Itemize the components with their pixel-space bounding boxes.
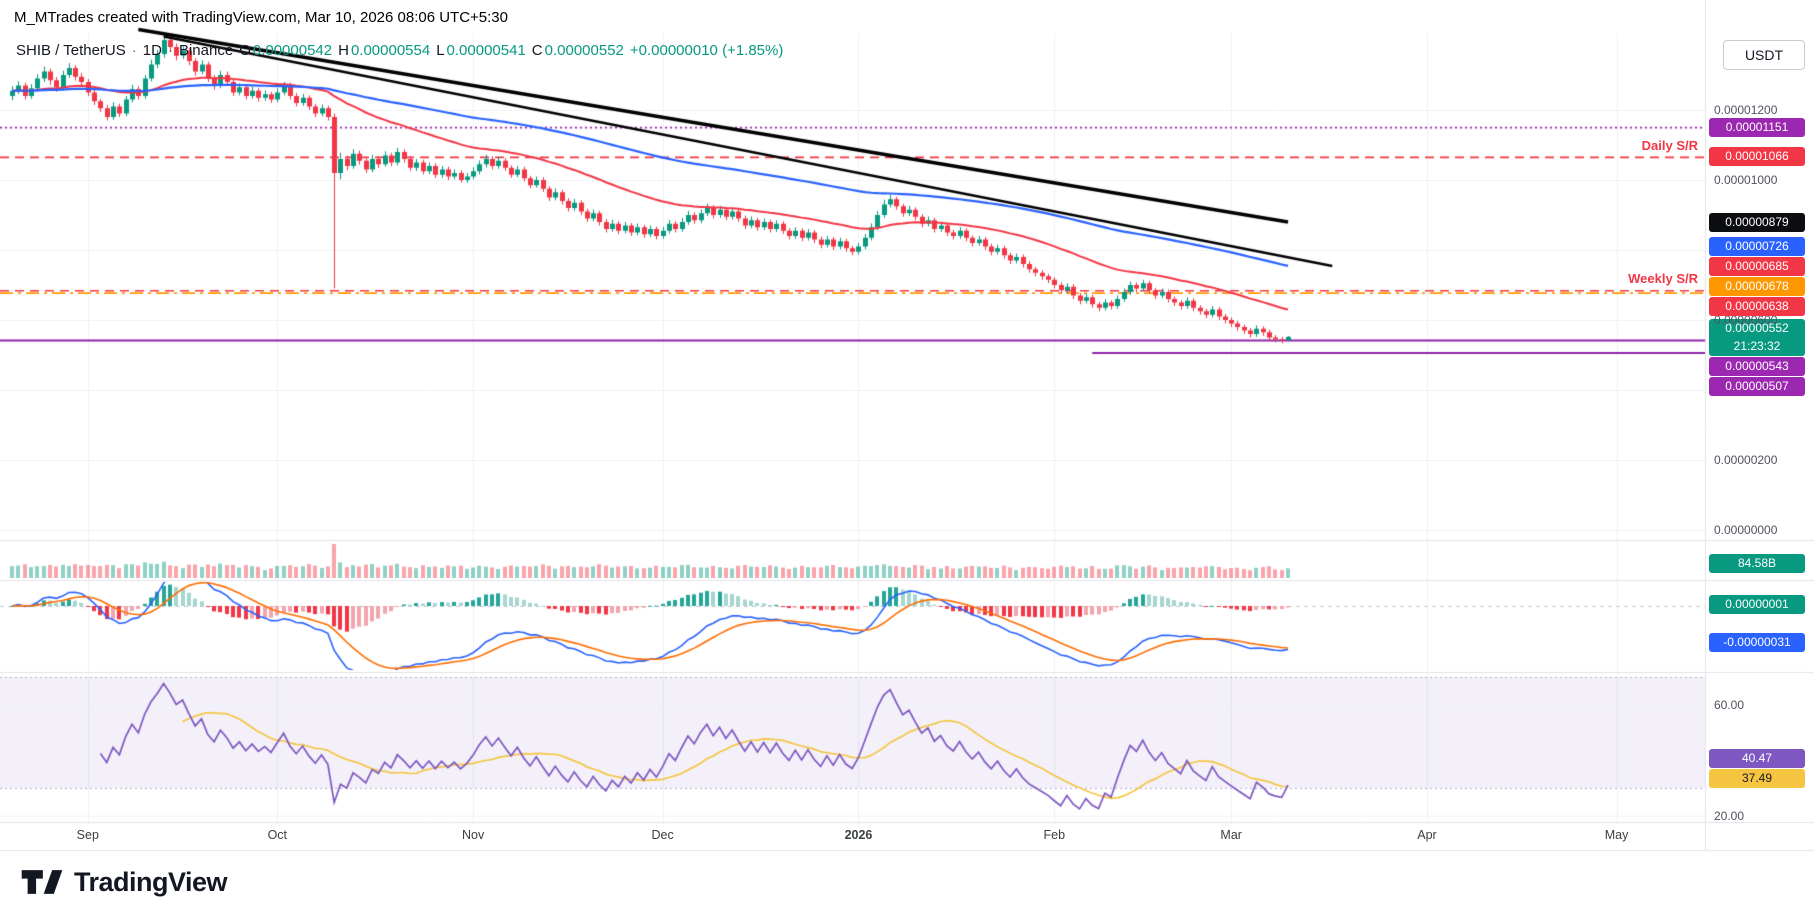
interval-label[interactable]: 1D xyxy=(142,42,162,59)
time-axis-label-2026: 2026 xyxy=(844,828,873,842)
tradingview-wordmark: TradingView xyxy=(74,866,228,897)
rsi-badge: 37.49 xyxy=(1709,769,1805,789)
tradingview-footer[interactable]: TradingView xyxy=(20,866,228,898)
ohlc-low: L 0.00000541 xyxy=(436,42,526,59)
weekly-sr-label: Weekly S/R xyxy=(1628,271,1698,287)
exchange-label: Binance xyxy=(178,42,234,59)
price-level-badge: 0.00001066 xyxy=(1709,147,1805,167)
close-label: C xyxy=(531,42,543,59)
price-level-badge: 0.00000638 xyxy=(1709,297,1805,317)
legend-separator: · xyxy=(131,42,137,59)
rsi-axis-label: 60.00 xyxy=(1714,697,1745,712)
ohlc-close: C 0.00000552 xyxy=(532,42,624,59)
time-axis-label-nov: Nov xyxy=(462,828,485,842)
time-axis-label-apr: Apr xyxy=(1417,828,1437,842)
open-label: O xyxy=(239,42,251,59)
price-level-badge: 0.00001151 xyxy=(1709,117,1805,137)
macd-badge: 0.00000001 xyxy=(1709,595,1805,615)
rsi-axis-label: 20.00 xyxy=(1714,808,1745,823)
symbol-title[interactable]: SHIB / TetherUS xyxy=(16,42,126,59)
volume-badge: 84.58B xyxy=(1709,554,1805,573)
chart-canvas[interactable] xyxy=(0,0,1814,860)
price-level-badge: 0.00000507 xyxy=(1709,377,1805,397)
price-level-badge: 0.00000726 xyxy=(1709,237,1805,257)
time-axis-label-dec: Dec xyxy=(651,828,674,842)
price-axis-label: 0.00000600 xyxy=(1714,313,1778,327)
high-value: 0.00000554 xyxy=(350,42,431,59)
current-price-badge: 0.00000552 21:23:32 xyxy=(1709,318,1805,356)
price-level-badge: 0.00000685 xyxy=(1709,257,1805,277)
time-axis-label-sep: Sep xyxy=(76,828,99,842)
ohlc-high: H 0.00000554 xyxy=(338,42,430,59)
price-axis-label: 0.00000200 xyxy=(1714,453,1778,467)
rsi-badge: 40.47 xyxy=(1709,749,1805,769)
time-axis[interactable]: Sep Oct Nov Dec 2026 Feb Mar Apr May xyxy=(0,822,1705,851)
tradingview-logo-icon xyxy=(21,870,63,894)
time-axis-label-may: May xyxy=(1604,828,1629,842)
price-level-badge: 0.00000879 xyxy=(1709,212,1805,232)
low-value: 0.00000541 xyxy=(446,42,526,59)
bar-countdown: 21:23:32 xyxy=(1733,338,1781,353)
price-axis[interactable]: 0.00000552 21:23:32 0.00001200 0.00001000… xyxy=(1705,0,1814,851)
price-axis-label: 0.00001200 xyxy=(1714,103,1778,117)
change-value: +0.00000010 (+1.85%) xyxy=(629,42,784,59)
time-axis-label-feb: Feb xyxy=(1043,828,1066,842)
high-label: H xyxy=(338,42,349,59)
macd-badge: -0.00000031 xyxy=(1709,633,1805,653)
legend-separator: · xyxy=(167,42,173,59)
price-axis-label: 0.00000000 xyxy=(1714,523,1778,537)
time-axis-label-mar: Mar xyxy=(1220,828,1242,842)
price-level-badge: 0.00000543 xyxy=(1709,357,1805,377)
current-price-value: 0.00000552 xyxy=(1725,320,1789,335)
time-axis-label-oct: Oct xyxy=(267,828,288,842)
open-value: 0.00000542 xyxy=(252,42,333,59)
low-label: L xyxy=(436,42,445,59)
price-level-badge: 0.00000678 xyxy=(1709,277,1805,297)
daily-sr-label: Daily S/R xyxy=(1641,137,1698,153)
close-value: 0.00000552 xyxy=(544,42,624,59)
ohlc-open: O 0.00000542 xyxy=(239,42,332,59)
currency-toggle-button[interactable]: USDT xyxy=(1723,40,1805,70)
symbol-legend: SHIB / TetherUS · 1D · Binance O 0.000005… xyxy=(16,42,783,59)
price-axis-label: 0.00001000 xyxy=(1714,173,1778,187)
